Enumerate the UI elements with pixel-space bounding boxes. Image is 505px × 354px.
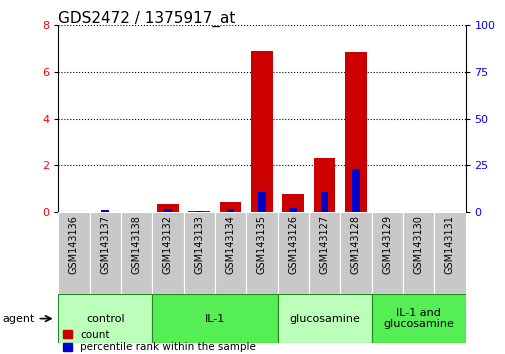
Bar (157, 204, 178, 212)
Bar (344, 52, 366, 212)
Text: control: control (86, 314, 124, 324)
Text: GSM143126: GSM143126 (288, 215, 297, 274)
Text: GSM143131: GSM143131 (444, 215, 454, 274)
Bar (277, 212, 308, 294)
Bar (277, 294, 371, 343)
Text: GDS2472 / 1375917_at: GDS2472 / 1375917_at (58, 11, 235, 27)
Bar (164, 209, 171, 212)
Text: GSM143136: GSM143136 (69, 215, 79, 274)
Text: agent: agent (3, 314, 35, 324)
Bar (371, 212, 402, 294)
Bar (246, 212, 277, 294)
Text: GSM143133: GSM143133 (194, 215, 204, 274)
Bar (433, 212, 465, 294)
Bar (351, 169, 359, 212)
Bar (219, 202, 241, 212)
Bar (183, 212, 215, 294)
Bar (58, 294, 152, 343)
Text: GSM143129: GSM143129 (381, 215, 391, 274)
Bar (121, 212, 152, 294)
Bar (226, 209, 234, 212)
Text: GSM143134: GSM143134 (225, 215, 235, 274)
Bar (320, 192, 328, 212)
Bar (215, 212, 246, 294)
Legend: count, percentile rank within the sample: count, percentile rank within the sample (63, 330, 256, 352)
Text: IL-1 and
glucosamine: IL-1 and glucosamine (382, 308, 453, 330)
Bar (371, 294, 465, 343)
Bar (152, 212, 183, 294)
Bar (339, 212, 371, 294)
Text: glucosamine: glucosamine (288, 314, 359, 324)
Text: GSM143130: GSM143130 (413, 215, 423, 274)
Bar (152, 294, 277, 343)
Bar (101, 210, 109, 212)
Text: GSM143128: GSM143128 (350, 215, 360, 274)
Bar (289, 208, 296, 212)
Text: GSM143137: GSM143137 (100, 215, 110, 274)
Bar (188, 211, 210, 212)
Text: GSM143135: GSM143135 (257, 215, 266, 274)
Bar (89, 212, 121, 294)
Text: GSM143138: GSM143138 (131, 215, 141, 274)
Text: GSM143127: GSM143127 (319, 215, 329, 274)
Bar (313, 159, 335, 212)
Bar (282, 194, 304, 212)
Bar (402, 212, 433, 294)
Bar (250, 51, 272, 212)
Bar (195, 211, 203, 212)
Bar (58, 212, 89, 294)
Text: IL-1: IL-1 (205, 314, 225, 324)
Bar (308, 212, 339, 294)
Text: GSM143132: GSM143132 (163, 215, 173, 274)
Bar (258, 192, 265, 212)
